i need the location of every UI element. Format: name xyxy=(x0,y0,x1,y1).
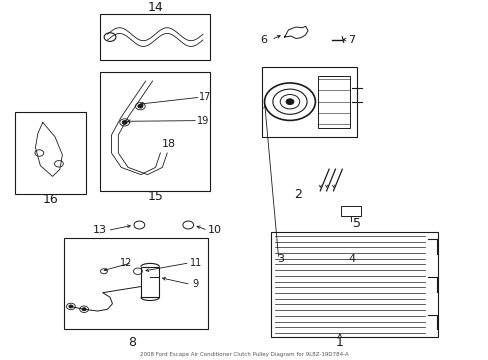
Bar xyxy=(100,72,210,191)
Bar xyxy=(141,267,159,297)
Text: 7: 7 xyxy=(348,35,355,45)
Bar xyxy=(271,232,437,337)
Circle shape xyxy=(138,104,142,108)
Text: 6: 6 xyxy=(260,35,267,45)
Text: 19: 19 xyxy=(196,116,209,126)
Text: 17: 17 xyxy=(199,92,211,102)
Text: 4: 4 xyxy=(348,254,355,264)
Bar xyxy=(261,67,356,137)
Text: 16: 16 xyxy=(42,193,58,206)
Circle shape xyxy=(82,308,86,311)
Text: 11: 11 xyxy=(189,258,202,268)
Text: 14: 14 xyxy=(147,1,163,14)
Bar xyxy=(63,238,207,329)
Circle shape xyxy=(69,305,73,308)
Bar xyxy=(341,206,360,216)
Bar xyxy=(100,14,210,60)
Text: 10: 10 xyxy=(208,225,222,235)
Text: 3: 3 xyxy=(277,254,284,264)
Text: 12: 12 xyxy=(120,258,132,268)
Text: 5: 5 xyxy=(352,217,360,230)
Text: 8: 8 xyxy=(128,336,136,348)
Text: 2008 Ford Escape Air Conditioner Clutch Pulley Diagram for 9L8Z-19D784-A: 2008 Ford Escape Air Conditioner Clutch … xyxy=(140,352,348,357)
Text: 1: 1 xyxy=(335,336,343,348)
Text: 18: 18 xyxy=(162,139,175,149)
Text: 9: 9 xyxy=(192,279,198,289)
Circle shape xyxy=(285,99,293,105)
Text: 15: 15 xyxy=(147,190,163,203)
Bar xyxy=(15,112,85,194)
Circle shape xyxy=(122,121,127,124)
Text: 2: 2 xyxy=(294,188,302,201)
Text: 13: 13 xyxy=(93,225,107,235)
Bar xyxy=(317,76,349,128)
